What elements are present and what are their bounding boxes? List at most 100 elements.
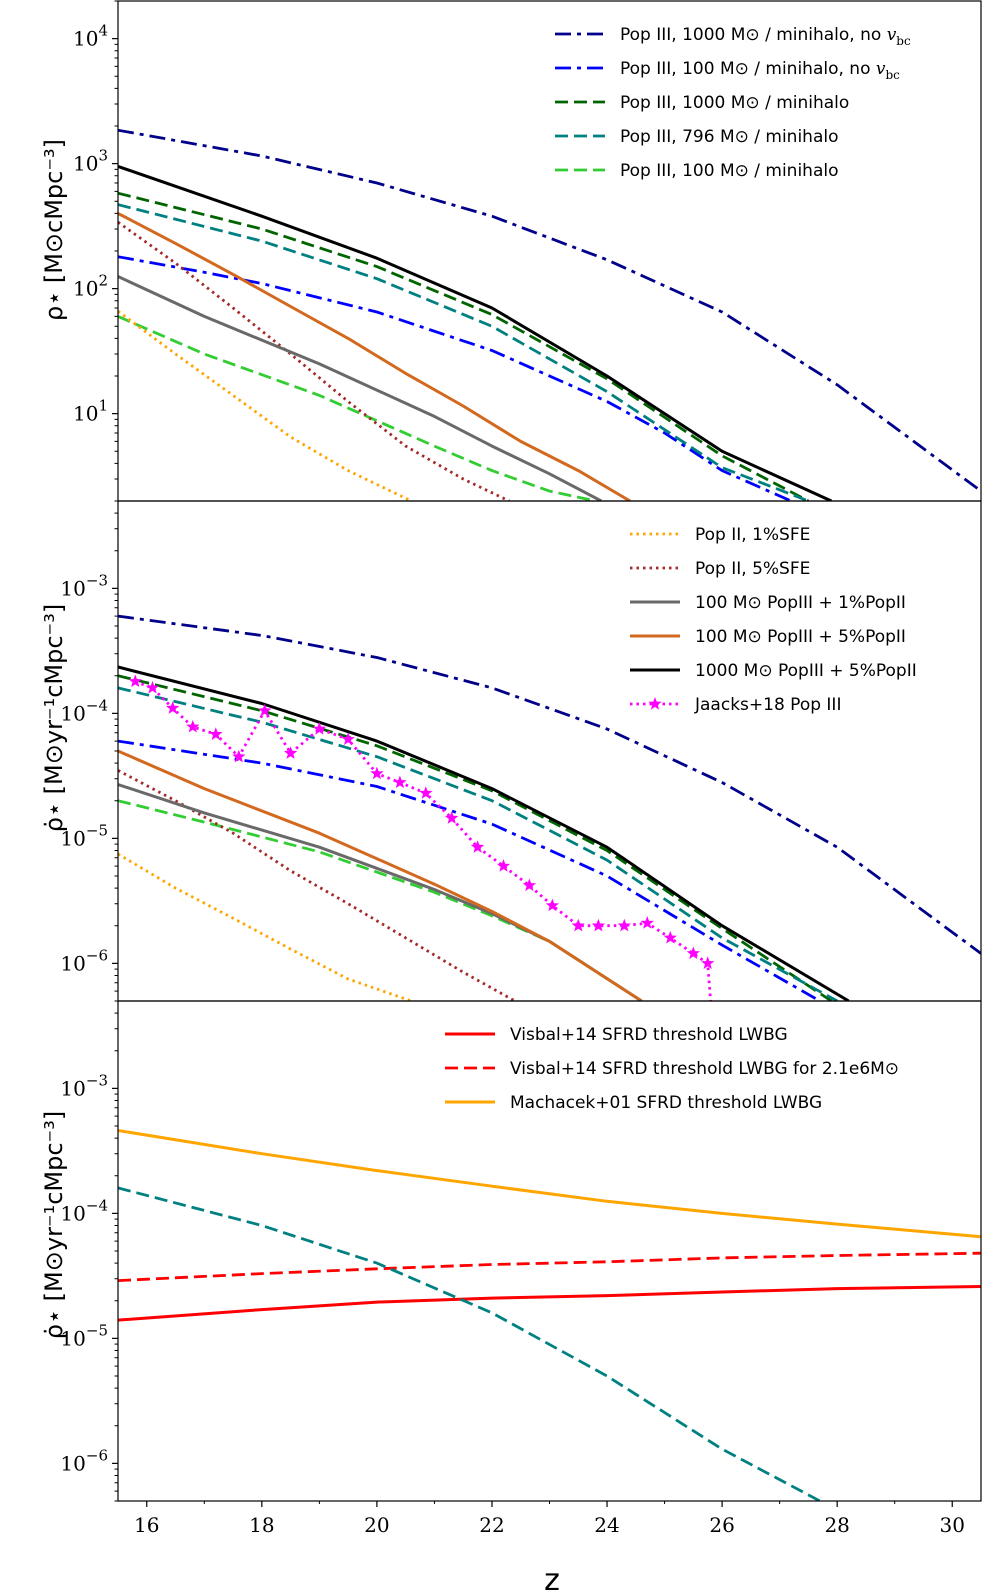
series-line-middle-5 [118, 852, 412, 1001]
star-marker [128, 674, 142, 688]
legend-star-marker [648, 697, 662, 710]
panel-middle: 10−6 10−5 10−4 10−3 Pop II, 1%SFE Pop II, 5%… [40, 500, 981, 1002]
star-marker [663, 930, 677, 944]
legend-middle: Pop II, 1%SFE Pop II, 5%SFE 100 M⊙ PopIII … [630, 525, 917, 715]
star-marker [445, 811, 459, 824]
y-tick-label: 10−4 [60, 1196, 108, 1225]
panel-bottom: 10−6 10−5 10−4 10−3 Visbal+14 SFRD threshol… [40, 1000, 981, 1502]
series-line-middle-10 [134, 680, 712, 1001]
y-tick-label: 10−4 [60, 696, 108, 725]
star-marker [166, 701, 180, 714]
series-line-top-0 [118, 128, 981, 493]
star-marker [419, 786, 433, 799]
series-group-bottom [118, 1129, 981, 1501]
legend-label: Pop III, 1000 M⊙ / minihalo, no vbc [620, 25, 911, 48]
series-line-top-2 [118, 191, 810, 501]
legend-label: Machacek+01 SFRD threshold LWBG [510, 1093, 822, 1113]
series-line-bottom-1 [118, 1251, 981, 1282]
axes-frame-middle [117, 500, 982, 1002]
series-line-top-7 [118, 275, 602, 501]
legend-label: Pop III, 796 M⊙ / minihalo [620, 127, 839, 147]
y-ticks-bottom: 10−6 10−5 10−4 10−3 [60, 1000, 118, 1502]
y-tick-label: 10−6 [60, 1446, 108, 1475]
legend-bottom: Visbal+14 SFRD threshold LWBG Visbal+14 S… [445, 1025, 899, 1113]
star-marker [571, 918, 585, 932]
series-line-top-8 [118, 212, 631, 501]
legend-label: Pop III, 100 M⊙ / minihalo [620, 161, 839, 181]
star-marker [370, 766, 384, 780]
legend-label: 100 M⊙ PopIII + 1%PopII [695, 593, 906, 613]
legend-label: Pop III, 100 M⊙ / minihalo, no vbc [620, 59, 900, 82]
legend-label: Jaacks+18 Pop III [694, 695, 841, 715]
legend-top: Pop III, 1000 M⊙ / minihalo, no vbc Pop I… [555, 25, 911, 181]
star-marker [341, 732, 355, 745]
series-line-top-5 [118, 310, 413, 501]
star-marker [686, 946, 700, 960]
y-tick-label: 10−5 [60, 1321, 108, 1350]
series-line-middle-7 [118, 783, 643, 1001]
series-group-top [118, 128, 981, 501]
x-tick-label: 16 [134, 1513, 159, 1537]
y-tick-label: 10−5 [60, 821, 108, 850]
star-marker [209, 727, 223, 740]
series-line-top-3 [118, 203, 809, 501]
legend-label: 1000 M⊙ PopIII + 5%PopII [695, 661, 917, 681]
series-line-middle-1 [118, 739, 821, 1001]
star-marker [470, 840, 485, 853]
star-marker [283, 746, 298, 759]
x-tick-label: 22 [479, 1513, 504, 1537]
series-line-bottom-2 [118, 1129, 981, 1239]
star-marker [640, 916, 654, 929]
x-ticks: 16 18 20 22 24 26 28 30 [134, 1501, 965, 1537]
series-line-bottom-3 [118, 1186, 821, 1501]
x-tick-label: 18 [249, 1513, 274, 1537]
y-axis-label-middle: ρ̇⋆ [M⊙yr⁻¹cMpc⁻³] [40, 604, 68, 832]
x-tick-label: 20 [364, 1513, 389, 1537]
series-line-top-4 [118, 315, 596, 501]
legend-label: Pop II, 1%SFE [695, 525, 810, 545]
x-axis-label: z [544, 1563, 560, 1596]
star-marker [258, 703, 272, 717]
star-marker [393, 775, 407, 789]
x-tick-label: 26 [709, 1513, 734, 1537]
y-tick-label: 10−3 [60, 1071, 108, 1100]
series-line-middle-3 [118, 686, 838, 1001]
series-line-middle-4 [118, 799, 643, 1001]
star-marker [312, 722, 326, 735]
y-tick-label: 101 [73, 397, 108, 426]
series-line-middle-9 [118, 665, 850, 1001]
series-group-middle [118, 614, 981, 1001]
y-ticks-middle: 10−6 10−5 10−4 10−3 [60, 500, 118, 1002]
x-tick-label: 30 [940, 1513, 965, 1537]
y-tick-label: 103 [73, 147, 108, 176]
legend-label: Visbal+14 SFRD threshold LWBG [510, 1025, 788, 1045]
legend-label: Visbal+14 SFRD threshold LWBG for 2.1e6M… [510, 1059, 899, 1079]
star-marker [496, 859, 511, 872]
y-tick-label: 10−6 [60, 946, 108, 975]
series-line-middle-2 [118, 674, 833, 1001]
star-marker [186, 719, 200, 733]
y-axis-label-top: ρ⋆ [M⊙cMpc⁻³] [40, 139, 68, 321]
y-tick-label: 102 [73, 272, 108, 301]
legend-label: 100 M⊙ PopIII + 5%PopII [695, 627, 906, 647]
y-tick-label: 10−3 [60, 571, 108, 600]
star-marker [145, 680, 160, 694]
series-line-top-9 [118, 164, 833, 501]
legend-label: Pop II, 5%SFE [695, 559, 810, 579]
series-line-middle-0 [118, 614, 981, 955]
series-line-top-1 [118, 255, 792, 501]
star-marker [591, 918, 606, 932]
star-marker [232, 749, 246, 763]
y-tick-label: 104 [73, 22, 108, 51]
x-tick-label: 28 [824, 1513, 849, 1537]
star-marker [522, 878, 536, 892]
star-marker [617, 918, 631, 932]
panel-top: 101 102 103 104 Pop III, 1000 M⊙ / minihalo… [40, 0, 981, 502]
star-marker [545, 898, 559, 912]
legend-label: Pop III, 1000 M⊙ / minihalo [620, 93, 849, 113]
series-line-bottom-0 [118, 1285, 981, 1322]
y-axis-label-bottom: ρ̇⋆ [M⊙yr⁻¹cMpc⁻³] [40, 1111, 68, 1339]
series-line-top-6 [118, 221, 510, 501]
series-line-middle-8 [118, 749, 643, 1001]
